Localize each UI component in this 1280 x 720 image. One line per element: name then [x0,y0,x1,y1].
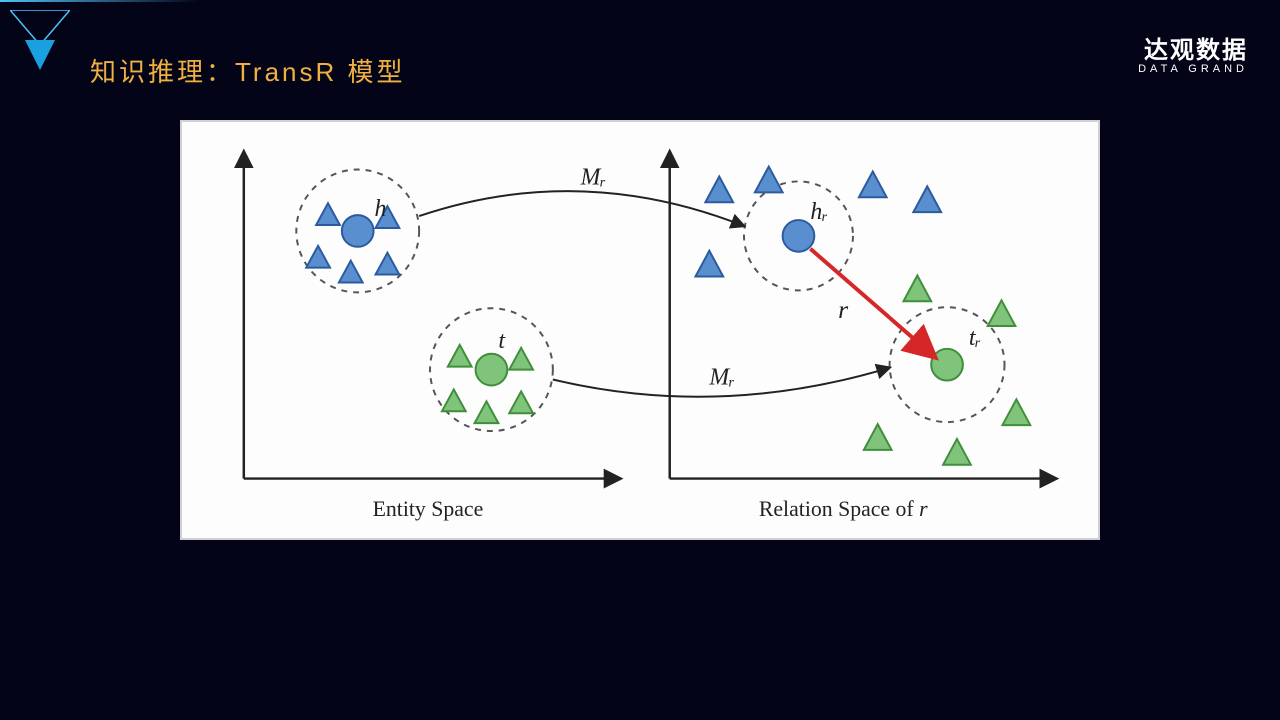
label-mr2: Mᵣ [708,364,735,390]
tr-node [931,349,963,381]
brand-cn: 达观数据 [1138,30,1248,65]
left-panel-label: Entity Space [373,497,484,521]
right-panel-label: Relation Space of r [759,497,928,521]
label-mr1: Mᵣ [580,164,607,190]
diagram-svg: h t hᵣ tᵣ Mᵣ Mᵣ r Entity Space Relation … [182,122,1098,538]
slide-title: 知识推理：TransR 模型 [90,52,406,89]
label-h: h [375,196,387,222]
label-hr: hᵣ [810,199,828,225]
accent-line [0,0,200,2]
left-axes [244,152,620,479]
brand-block: 达观数据 DATA GRAND [1138,30,1248,75]
corner-triangle-icon [10,10,70,85]
brand-en: DATA GRAND [1138,63,1248,75]
label-t: t [498,328,506,354]
label-tr: tᵣ [969,325,981,351]
mr-arrow-top [419,191,744,226]
label-r: r [838,295,849,324]
transr-diagram: h t hᵣ tᵣ Mᵣ Mᵣ r Entity Space Relation … [180,120,1100,540]
t-cluster [442,345,533,423]
